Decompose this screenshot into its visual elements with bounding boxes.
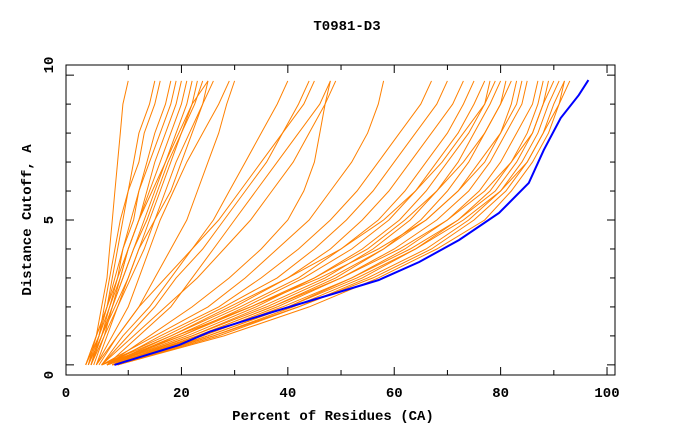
series-layer [85, 79, 590, 366]
model-series-line [90, 80, 172, 366]
model-series-line [101, 80, 289, 366]
model-series-line [95, 80, 315, 366]
model-series-line [85, 80, 209, 366]
model-series-line [90, 80, 214, 366]
x-tick-label: 20 [173, 386, 190, 402]
model-series-line [101, 80, 496, 366]
model-series-line [106, 80, 432, 366]
y-tick-label: 10 [42, 57, 58, 74]
x-axis-label: Percent of Residues (CA) [232, 409, 434, 425]
model-series-line [112, 80, 512, 366]
model-series-line [101, 80, 486, 366]
axes-layer [65, 64, 616, 376]
model-series-line [87, 80, 177, 366]
model-series-line [112, 80, 544, 366]
model-series-line [85, 80, 188, 366]
model-series-line [95, 80, 209, 366]
model-series-line [112, 80, 528, 366]
model-series-line [106, 80, 464, 366]
model-series-line [90, 80, 204, 366]
model-series-line [90, 80, 156, 366]
x-tick-label: 60 [386, 386, 403, 402]
x-tick-label: 40 [279, 386, 296, 402]
model-series-line [106, 80, 337, 366]
model-series-line [117, 80, 565, 366]
model-series-line [101, 80, 385, 366]
y-tick-label: 5 [42, 216, 58, 224]
model-series-line [87, 80, 129, 366]
model-series-line [117, 80, 560, 366]
x-tick-label: 0 [62, 386, 70, 402]
highlight-series-line [114, 79, 590, 366]
plot-frame [65, 64, 616, 376]
model-series-line [101, 80, 448, 366]
model-series-line [90, 80, 182, 366]
model-series-line [101, 80, 310, 366]
model-series-line [101, 80, 331, 366]
x-tick-label: 80 [492, 386, 509, 402]
model-series-line [106, 80, 518, 366]
x-tick-label: 100 [594, 386, 619, 402]
tick-labels: 0 20 40 60 80 100 0 5 10 [42, 57, 620, 402]
y-axis-label: Distance Cutoff, A [20, 144, 36, 296]
model-series-line [106, 80, 491, 366]
model-series-line [93, 80, 193, 366]
model-series-line [106, 80, 331, 366]
model-series-line [112, 80, 571, 366]
model-series-line [95, 80, 230, 366]
chart-title: T0981-D3 [313, 19, 380, 35]
y-tick-label: 0 [42, 371, 58, 379]
model-series-line [112, 80, 502, 366]
model-series-line [87, 80, 198, 366]
model-series-line [112, 80, 475, 366]
